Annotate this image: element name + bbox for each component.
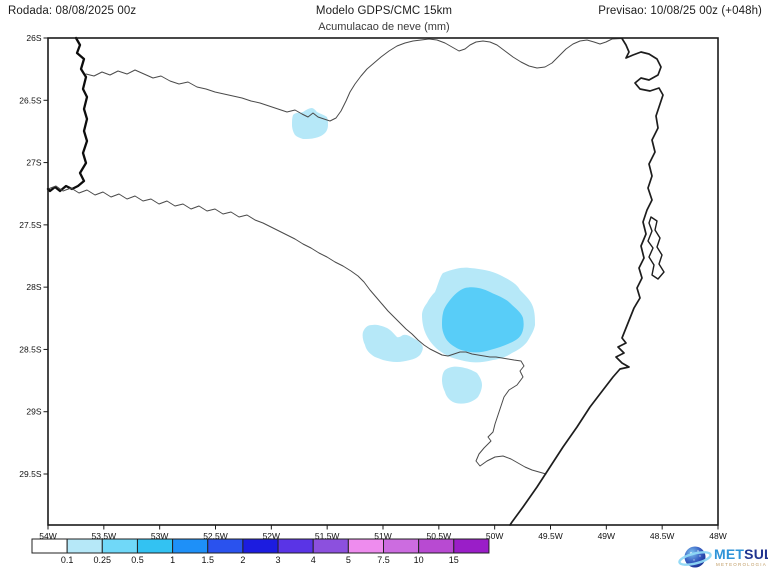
x-axis-label: 54W bbox=[39, 531, 56, 541]
legend-tick-label: 0.1 bbox=[61, 555, 74, 565]
x-axis-label: 49W bbox=[598, 531, 615, 541]
model-run-label: Rodada: 08/08/2025 00z bbox=[8, 5, 137, 17]
legend-color-cell bbox=[347, 538, 385, 554]
model-title: Modelo GDPS/CMC 15km bbox=[315, 5, 453, 17]
forecast-valid-label: Previsao: 10/08/25 00z (+048h) bbox=[598, 5, 762, 17]
legend-color-cell bbox=[31, 538, 68, 554]
legend-color-cell bbox=[383, 538, 420, 554]
y-axis-label: 27S bbox=[26, 158, 41, 168]
legend-color-cell bbox=[312, 538, 349, 554]
legend-tick-label: 5 bbox=[346, 555, 351, 565]
florianopolis-island bbox=[647, 216, 665, 280]
borders-layer bbox=[46, 36, 665, 526]
logo-word-met: MET bbox=[714, 546, 745, 562]
x-axis-label: 51W bbox=[374, 531, 391, 541]
legend-tick-label: 4 bbox=[311, 555, 316, 565]
snow-areas-layer bbox=[292, 108, 535, 404]
legend-tick-label: 3 bbox=[276, 555, 281, 565]
metsul-logo: METSUL METEOROLOGIA bbox=[678, 543, 768, 575]
y-axis-label: 28.5S bbox=[19, 344, 42, 354]
legend-tick-label: 10 bbox=[414, 555, 424, 565]
coastline bbox=[509, 37, 664, 526]
legend-color-cell bbox=[136, 538, 174, 554]
axes: 54W 53.5W 53W 52.5W 52W 51.5W 51W 50.5W 50W 49.5W… bbox=[19, 33, 726, 541]
legend-color-cell bbox=[172, 538, 209, 554]
x-axis-label: 51.5W bbox=[315, 531, 340, 541]
x-axis-label: 50W bbox=[486, 531, 503, 541]
legend-tick-label: 7.5 bbox=[377, 555, 390, 565]
legend-tick-label: 0.25 bbox=[94, 555, 112, 565]
metsul-planet-icon bbox=[678, 546, 712, 568]
legend-colorbar: 0.1 0.25 0.5 1 1.5 2 3 4 5 7.5 10 15 bbox=[31, 538, 490, 565]
x-axis-label: 48.5W bbox=[650, 531, 675, 541]
snow-area-west bbox=[362, 324, 423, 362]
legend-color-cell bbox=[453, 538, 490, 554]
x-axis-label: 53.5W bbox=[92, 531, 117, 541]
logo-tagline: METEOROLOGIA bbox=[716, 562, 767, 567]
state-border-south bbox=[47, 185, 547, 475]
legend-color-cell bbox=[277, 538, 314, 554]
y-axis-label: 29.5S bbox=[19, 469, 42, 479]
x-axis-label: 50.5W bbox=[427, 531, 452, 541]
legend-color-cell bbox=[101, 538, 138, 554]
snow-area-main-core bbox=[442, 287, 524, 353]
y-axis-label: 27.5S bbox=[19, 220, 42, 230]
state-border-north bbox=[85, 38, 623, 122]
map-frame bbox=[47, 37, 719, 526]
variable-subtitle: Acumulacao de neve (mm) bbox=[318, 21, 450, 33]
snow-area-north bbox=[292, 108, 328, 139]
legend-tick-label: 0.5 bbox=[131, 555, 144, 565]
legend-tick-label: 1 bbox=[170, 555, 175, 565]
legend-tick-label: 15 bbox=[449, 555, 459, 565]
x-axis-label: 52W bbox=[263, 531, 280, 541]
x-axis-label: 52.5W bbox=[203, 531, 228, 541]
legend-color-cell bbox=[418, 538, 455, 554]
y-axis-label: 28S bbox=[26, 282, 41, 292]
metsul-wordmark: METSUL bbox=[714, 546, 768, 562]
legend-tick-label: 2 bbox=[240, 555, 245, 565]
x-axis-label: 49.5W bbox=[538, 531, 563, 541]
legend-color-cell bbox=[66, 538, 103, 554]
y-axis-label: 26.5S bbox=[19, 95, 42, 105]
snow-area-south bbox=[442, 366, 482, 404]
y-axis-label: 29S bbox=[26, 407, 41, 417]
y-axis-label: 26S bbox=[26, 33, 41, 43]
x-axis-label: 53W bbox=[151, 531, 168, 541]
legend-color-cell bbox=[207, 538, 244, 554]
legend-color-cell bbox=[242, 538, 279, 554]
logo-word-sul: SUL bbox=[744, 546, 768, 562]
argentina-border bbox=[46, 36, 89, 193]
legend-tick-label: 1.5 bbox=[201, 555, 214, 565]
x-axis-label: 48W bbox=[709, 531, 726, 541]
